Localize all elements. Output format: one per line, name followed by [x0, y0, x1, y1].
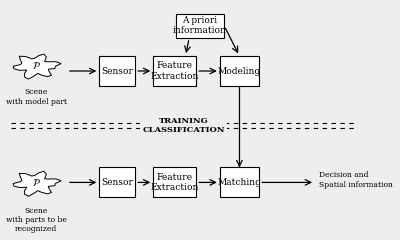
Text: Scene
with model part: Scene with model part — [6, 88, 67, 106]
FancyBboxPatch shape — [153, 56, 196, 86]
Text: $\mathcal{P}$: $\mathcal{P}$ — [32, 177, 41, 188]
Text: Matching: Matching — [218, 178, 261, 187]
Text: Decision and
Spatial information: Decision and Spatial information — [318, 172, 392, 189]
FancyBboxPatch shape — [99, 167, 135, 198]
Text: Sensor: Sensor — [101, 66, 133, 76]
Polygon shape — [13, 54, 61, 79]
Polygon shape — [13, 171, 61, 196]
Text: TRAINING
CLASSIFICATION: TRAINING CLASSIFICATION — [142, 117, 225, 134]
Text: Feature
Extraction: Feature Extraction — [150, 173, 199, 192]
FancyBboxPatch shape — [176, 14, 224, 38]
Text: Modeling: Modeling — [218, 66, 261, 76]
Text: Sensor: Sensor — [101, 178, 133, 187]
Text: $\mathcal{P}$: $\mathcal{P}$ — [32, 60, 41, 71]
FancyBboxPatch shape — [220, 167, 259, 198]
Text: Scene
with parts to be
recognized: Scene with parts to be recognized — [6, 207, 67, 233]
FancyBboxPatch shape — [220, 56, 259, 86]
Text: A priori
information: A priori information — [173, 16, 227, 36]
FancyBboxPatch shape — [153, 167, 196, 198]
Text: Feature
Extraction: Feature Extraction — [150, 61, 199, 81]
FancyBboxPatch shape — [99, 56, 135, 86]
